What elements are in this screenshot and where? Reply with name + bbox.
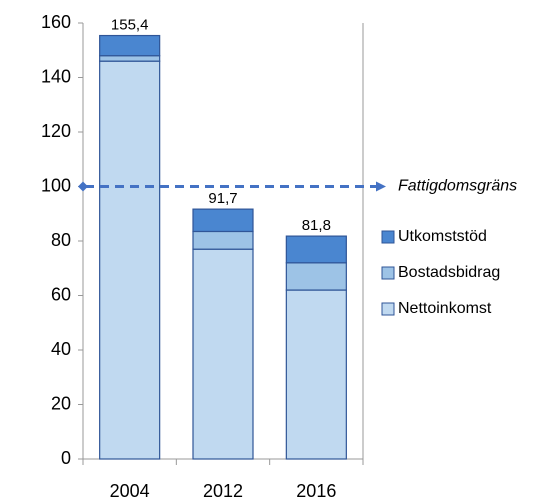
y-tick-label: 40 — [51, 339, 71, 359]
bar-segment — [285, 262, 347, 291]
total-label: 155,4 — [111, 17, 149, 34]
total-label: 91,7 — [208, 190, 237, 207]
legend-swatch — [381, 230, 395, 244]
threshold-arrow — [376, 181, 386, 192]
legend-swatch — [381, 266, 395, 280]
threshold-start — [78, 181, 88, 192]
bar-segment — [285, 235, 347, 264]
bar-segment — [99, 60, 161, 460]
legend-label: Nettoinkomst — [398, 300, 492, 317]
y-tick-label: 20 — [51, 393, 71, 413]
legend-label: Bostadsbidrag — [398, 264, 500, 281]
y-tick-label: 60 — [51, 284, 71, 304]
bar-segment — [192, 208, 254, 233]
x-tick-label: 2012 — [203, 481, 243, 501]
total-label: 81,8 — [302, 217, 331, 234]
y-tick-label: 80 — [51, 230, 71, 250]
bar-segment — [99, 55, 161, 62]
y-tick-label: 0 — [61, 448, 71, 468]
bar-segment — [192, 230, 254, 250]
bar-segment — [285, 289, 347, 460]
threshold-label: Fattigdomsgräns — [398, 178, 517, 195]
x-tick-label: 2016 — [296, 481, 336, 501]
y-tick-label: 100 — [41, 175, 71, 195]
legend-swatch — [381, 302, 395, 316]
legend-label: Utkomststöd — [398, 228, 487, 245]
bar-segment — [99, 34, 161, 57]
y-tick-label: 140 — [41, 66, 71, 86]
y-tick-label: 120 — [41, 121, 71, 141]
x-tick-label: 2004 — [110, 481, 150, 501]
y-tick-label: 160 — [41, 12, 71, 32]
bar-segment — [192, 248, 254, 460]
